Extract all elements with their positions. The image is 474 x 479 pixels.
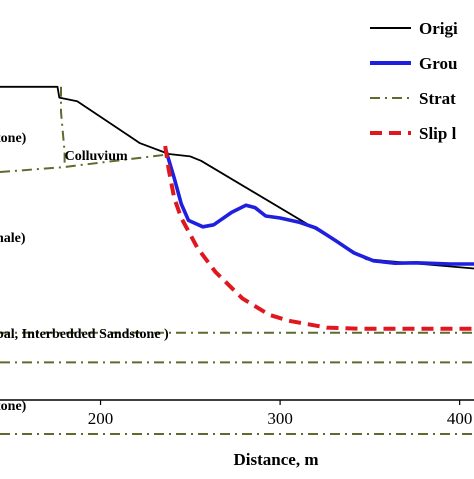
series-line-1 <box>0 85 474 270</box>
legend-label-3: Strat <box>419 89 456 108</box>
x-tick-label-1: 200 <box>88 409 114 428</box>
annotation-4: bal, Interbedded Sandstone ) <box>0 327 169 342</box>
annotation-1: tone) <box>0 131 27 146</box>
annotation-2: Colluvium <box>65 149 128 164</box>
legend-label-4: Slip l <box>419 124 457 143</box>
legend: Origi Grou Strat Slip l <box>370 19 458 143</box>
x-ticks-group: 200 300 400 <box>88 400 473 428</box>
annotation-5: tone) <box>0 399 27 414</box>
strata-lines-group <box>0 86 474 435</box>
series-line-2 <box>163 147 474 266</box>
x-tick-label-2: 300 <box>267 409 293 428</box>
x-tick-label-3: 400 <box>447 409 473 428</box>
annotation-3: hale) <box>0 231 26 246</box>
series-lines-group <box>0 85 474 331</box>
series-line-3 <box>163 145 474 331</box>
strata-line-2 <box>60 86 66 168</box>
legend-label-1: Origi <box>419 19 458 38</box>
legend-label-2: Grou <box>419 54 457 73</box>
x-axis-title: Distance, m <box>234 450 319 469</box>
annotations-group: tone) Colluvium hale) bal, Interbedded Sand… <box>0 131 169 414</box>
